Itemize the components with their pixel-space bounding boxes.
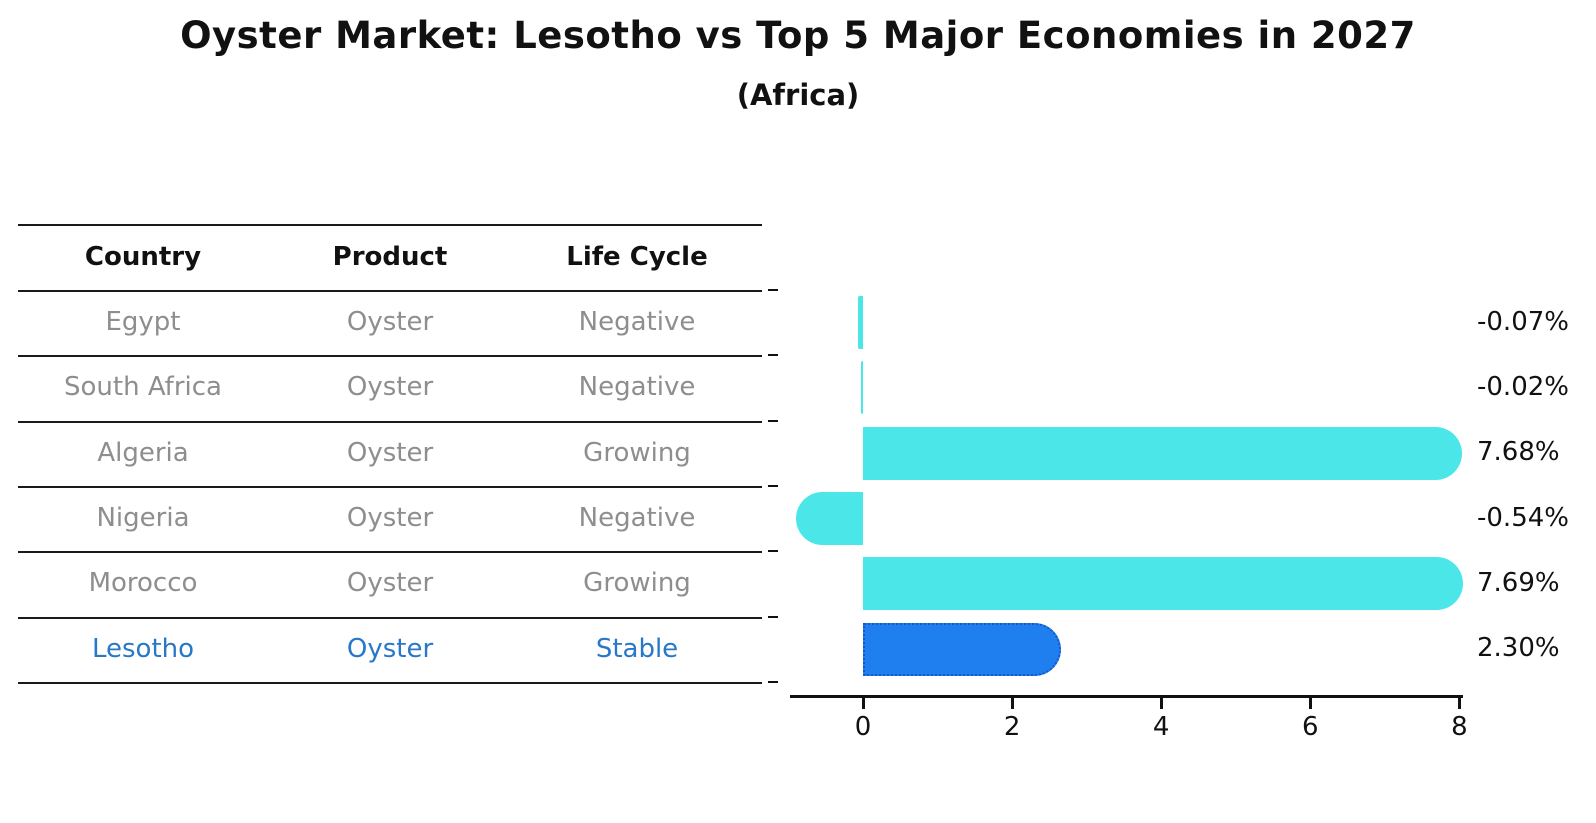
bar-value-label: -0.02% <box>1477 371 1569 402</box>
y-axis-minor-tick <box>768 419 778 422</box>
table-rule <box>18 617 762 619</box>
highlighted-bar-lesotho <box>863 622 1061 676</box>
table-rule <box>18 551 762 553</box>
x-axis-tick-mark <box>1010 698 1014 709</box>
table-cell-country: South Africa <box>64 372 222 403</box>
y-axis-minor-tick <box>768 354 778 357</box>
table-cell-life_cycle: Negative <box>578 372 696 403</box>
table-cell-country: Egypt <box>105 307 181 337</box>
table-rule <box>18 355 762 357</box>
highlighted-table-cell-life_cycle: Stable <box>595 633 679 664</box>
table-cell-life_cycle: Negative <box>578 307 696 337</box>
highlighted-table-cell-country: Lesotho <box>91 633 195 664</box>
table-top-rule <box>18 224 762 226</box>
table-header-cell: Life Cycle <box>566 242 708 272</box>
table-rule <box>18 682 762 684</box>
bar-morocco <box>863 557 1463 611</box>
x-axis-tick-mark <box>861 698 865 709</box>
table-cell-product: Oyster <box>346 502 434 533</box>
table-cell-product: Oyster <box>346 307 434 337</box>
bar-value-label: -0.07% <box>1477 306 1569 337</box>
x-axis-tick-mark <box>1457 698 1461 709</box>
table-cell-product: Oyster <box>346 372 434 403</box>
bar-value-label: 7.68% <box>1477 437 1560 468</box>
table-cell-country: Morocco <box>88 568 198 599</box>
y-axis-minor-tick <box>768 289 778 291</box>
highlighted-table-cell-product: Oyster <box>346 633 434 664</box>
x-axis-tick-label: 4 <box>1152 712 1170 742</box>
table-cell-product: Oyster <box>346 568 434 599</box>
bar-algeria <box>863 426 1463 480</box>
bar-egypt <box>857 296 863 350</box>
y-axis-minor-tick <box>768 550 778 553</box>
table-header-cell: Product <box>332 242 448 272</box>
x-axis-tick-label: 2 <box>1003 712 1021 742</box>
bar-value-label: 2.30% <box>1477 633 1560 664</box>
bar-value-label: 7.69% <box>1477 567 1560 598</box>
y-axis-minor-tick <box>768 680 778 683</box>
y-axis-minor-tick <box>768 484 778 487</box>
x-axis-tick-label: 0 <box>854 712 872 742</box>
bar-south-africa <box>861 361 863 415</box>
bar-value-label: -0.54% <box>1477 502 1569 533</box>
table-rule <box>18 486 762 488</box>
x-axis-line <box>790 695 1463 698</box>
x-axis-tick-mark <box>1159 698 1163 709</box>
table-cell-country: Nigeria <box>96 502 190 533</box>
table-rule <box>18 290 762 292</box>
table-cell-product: Oyster <box>346 437 434 468</box>
table-cell-country: Algeria <box>97 437 189 468</box>
table-cell-life_cycle: Growing <box>583 437 691 468</box>
chart-title: Oyster Market: Lesotho vs Top 5 Major Ec… <box>180 14 1416 57</box>
y-axis-minor-tick <box>768 615 778 618</box>
x-axis-tick-label: 8 <box>1451 712 1468 742</box>
x-axis-tick-label: 6 <box>1302 712 1319 742</box>
x-axis-tick-mark <box>1308 698 1312 709</box>
chart-subtitle: (Africa) <box>736 78 860 112</box>
table-cell-life_cycle: Negative <box>578 502 696 533</box>
table-rule <box>18 421 762 423</box>
bar-nigeria <box>796 492 863 546</box>
table-cell-life_cycle: Growing <box>583 568 691 599</box>
table-header-cell: Country <box>84 242 202 272</box>
